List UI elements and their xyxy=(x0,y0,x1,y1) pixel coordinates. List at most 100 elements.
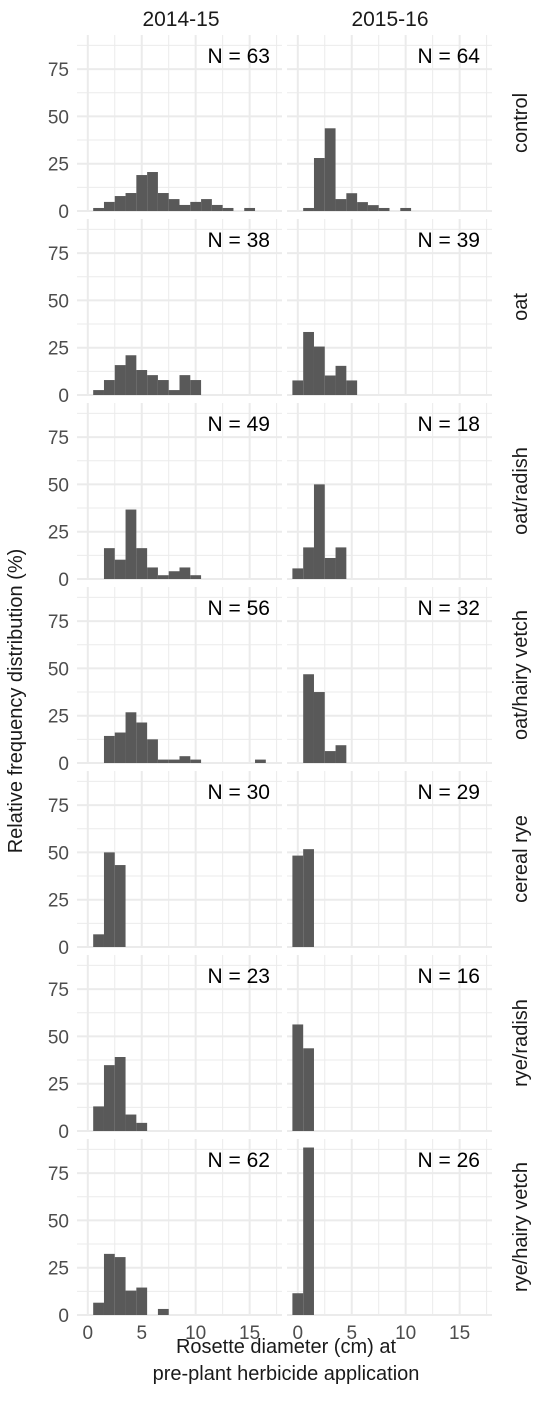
histogram-bar xyxy=(114,865,126,947)
histogram-bar xyxy=(157,575,169,579)
histogram-bar xyxy=(179,375,191,395)
histogram-bar xyxy=(179,567,191,579)
y-tick-label: 75 xyxy=(48,980,69,1001)
histogram-bar xyxy=(93,1106,104,1131)
y-tick-label: 0 xyxy=(58,1122,69,1143)
histogram-bar xyxy=(114,1057,126,1131)
y-tick-label: 50 xyxy=(48,107,69,128)
histogram-bar xyxy=(136,1122,148,1131)
y-tick-label: 0 xyxy=(58,570,69,591)
panel-background xyxy=(77,35,282,211)
histogram-bar xyxy=(114,1257,126,1315)
row-strip-label: oat/radish xyxy=(510,447,532,535)
histogram-bar xyxy=(292,855,304,947)
facet-panel xyxy=(287,1139,492,1316)
x-tick-label: 0 xyxy=(83,1323,94,1344)
histogram-bars xyxy=(292,331,358,395)
histogram-bar xyxy=(335,547,347,579)
histogram-bars xyxy=(303,128,412,211)
row-strip-label: rye/hairy vetch xyxy=(510,1162,532,1292)
facet-panel xyxy=(77,35,282,212)
histogram-bar xyxy=(136,548,148,579)
x-tick-label: 0 xyxy=(293,1323,304,1344)
y-tick-label: 50 xyxy=(48,659,69,680)
histogram-bar xyxy=(313,484,325,579)
histogram-bar xyxy=(157,380,169,395)
histogram-bar xyxy=(324,557,336,579)
x-tick-label: 10 xyxy=(395,1323,416,1344)
histogram-bar xyxy=(367,205,379,211)
histogram-bar xyxy=(103,548,115,579)
histogram-bar xyxy=(147,172,158,211)
histogram-bar xyxy=(292,568,304,579)
histogram-bar xyxy=(103,1065,115,1131)
histogram-bar xyxy=(114,732,126,763)
histogram-bar xyxy=(168,571,180,579)
sample-size-label: N = 18 xyxy=(418,413,480,436)
y-tick-label: 25 xyxy=(48,1259,69,1280)
y-tick-label: 25 xyxy=(48,523,69,544)
histogram-bar xyxy=(335,745,347,763)
histogram-bar xyxy=(378,207,390,211)
histogram-bar xyxy=(157,759,169,763)
histogram-bar xyxy=(313,158,325,211)
histogram-bar xyxy=(346,380,358,395)
histogram-bar xyxy=(303,207,314,211)
panel-background xyxy=(77,219,282,395)
histogram-bars xyxy=(292,1024,314,1131)
sample-size-label: N = 39 xyxy=(418,229,480,252)
sample-size-label: N = 23 xyxy=(208,965,270,988)
sample-size-label: N = 26 xyxy=(418,1149,480,1172)
histogram-bar xyxy=(157,1308,169,1315)
histogram-bar xyxy=(114,196,126,211)
y-tick-label: 50 xyxy=(48,475,69,496)
sample-size-label: N = 62 xyxy=(208,1149,270,1172)
x-tick-label: 15 xyxy=(449,1323,470,1344)
histogram-bar xyxy=(255,759,266,763)
row-strip-label: rye/radish xyxy=(510,999,532,1087)
histogram-bar xyxy=(93,1302,104,1315)
histogram-bar xyxy=(114,559,126,579)
histogram-bar xyxy=(303,1048,314,1131)
histogram-bar xyxy=(324,128,336,211)
histogram-bars xyxy=(93,355,202,395)
histogram-bar xyxy=(292,1293,304,1315)
sample-size-label: N = 64 xyxy=(418,45,481,68)
x-axis-title-line-1: Rosette diameter (cm) at xyxy=(176,1336,397,1358)
histogram-bar xyxy=(125,712,137,763)
histogram-bar xyxy=(168,759,180,763)
facet-panel xyxy=(77,219,282,396)
histogram-bar xyxy=(313,346,325,395)
sample-size-label: N = 38 xyxy=(208,229,270,252)
y-tick-label: 0 xyxy=(58,1306,69,1327)
y-tick-label: 75 xyxy=(48,612,69,633)
histogram-bar xyxy=(244,207,256,211)
histogram-bar xyxy=(346,193,358,211)
sample-size-label: N = 56 xyxy=(208,597,270,620)
y-tick-label: 50 xyxy=(48,1027,69,1048)
histogram-bar xyxy=(190,575,202,579)
histogram-bar xyxy=(168,390,180,395)
x-tick-label: 15 xyxy=(239,1323,260,1344)
histogram-bar xyxy=(292,1024,304,1131)
y-tick-label: 0 xyxy=(58,938,69,959)
y-tick-label: 0 xyxy=(58,386,69,407)
histogram-bar xyxy=(222,207,234,211)
y-tick-label: 75 xyxy=(48,244,69,265)
row-strip-label: control xyxy=(510,93,532,153)
panel-background xyxy=(287,1139,492,1315)
panel-background xyxy=(287,955,492,1131)
histogram-bar xyxy=(201,199,212,211)
histogram-bars xyxy=(292,484,347,579)
sample-size-label: N = 16 xyxy=(418,965,480,988)
histogram-bars xyxy=(103,712,266,763)
x-axis-title-line-2: pre-plant herbicide application xyxy=(153,1363,420,1385)
histogram-bar xyxy=(303,331,314,395)
facet-panel xyxy=(77,587,282,764)
histogram-bars xyxy=(292,1147,314,1315)
histogram-bar xyxy=(103,201,115,211)
column-header: 2015-16 xyxy=(351,8,428,31)
x-tick-label: 5 xyxy=(136,1323,147,1344)
histogram-bar xyxy=(303,1147,314,1315)
histogram-bar xyxy=(303,547,314,579)
